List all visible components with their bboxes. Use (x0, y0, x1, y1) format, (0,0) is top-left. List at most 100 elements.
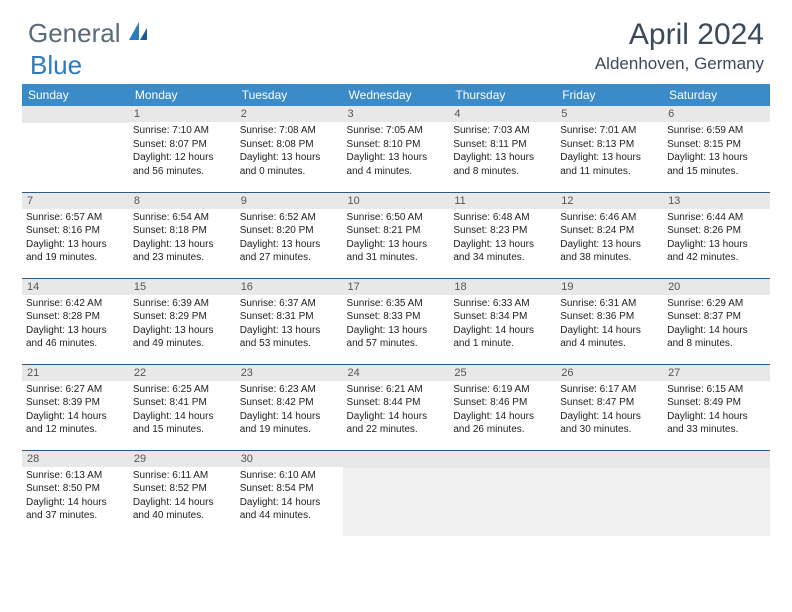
calendar-table: Sunday Monday Tuesday Wednesday Thursday… (22, 84, 770, 536)
weekday-header: Wednesday (343, 84, 450, 106)
day-details: Sunrise: 6:15 AMSunset: 8:49 PMDaylight:… (663, 381, 770, 439)
sunrise-text: Sunrise: 6:25 AM (133, 383, 232, 397)
daylight-text: Daylight: 14 hours and 1 minute. (453, 324, 552, 351)
sunrise-text: Sunrise: 6:21 AM (347, 383, 446, 397)
sunset-text: Sunset: 8:21 PM (347, 224, 446, 238)
day-number: 25 (449, 365, 556, 381)
sunrise-text: Sunrise: 6:17 AM (560, 383, 659, 397)
day-details: Sunrise: 7:10 AMSunset: 8:07 PMDaylight:… (129, 122, 236, 180)
calendar-day-cell: 19Sunrise: 6:31 AMSunset: 8:36 PMDayligh… (556, 278, 663, 364)
calendar-day-cell: 15Sunrise: 6:39 AMSunset: 8:29 PMDayligh… (129, 278, 236, 364)
calendar-day-cell: 1Sunrise: 7:10 AMSunset: 8:07 PMDaylight… (129, 106, 236, 192)
sunset-text: Sunset: 8:49 PM (667, 396, 766, 410)
calendar-week-row: 28Sunrise: 6:13 AMSunset: 8:50 PMDayligh… (22, 450, 770, 536)
daylight-text: Daylight: 14 hours and 4 minutes. (560, 324, 659, 351)
day-number: 3 (343, 106, 450, 122)
day-number (556, 451, 663, 468)
weekday-header-row: Sunday Monday Tuesday Wednesday Thursday… (22, 84, 770, 106)
calendar-day-cell: 11Sunrise: 6:48 AMSunset: 8:23 PMDayligh… (449, 192, 556, 278)
day-number: 19 (556, 279, 663, 295)
daylight-text: Daylight: 13 hours and 4 minutes. (347, 151, 446, 178)
sunset-text: Sunset: 8:26 PM (667, 224, 766, 238)
sunset-text: Sunset: 8:15 PM (667, 138, 766, 152)
calendar-day-cell: 13Sunrise: 6:44 AMSunset: 8:26 PMDayligh… (663, 192, 770, 278)
day-number (343, 451, 450, 468)
sunset-text: Sunset: 8:37 PM (667, 310, 766, 324)
day-details: Sunrise: 6:57 AMSunset: 8:16 PMDaylight:… (22, 209, 129, 267)
day-number: 23 (236, 365, 343, 381)
weekday-header: Saturday (663, 84, 770, 106)
day-details: Sunrise: 6:31 AMSunset: 8:36 PMDaylight:… (556, 295, 663, 353)
day-number (22, 106, 129, 123)
logo: General (28, 18, 151, 49)
calendar-day-cell: 20Sunrise: 6:29 AMSunset: 8:37 PMDayligh… (663, 278, 770, 364)
logo-sail-icon (127, 20, 149, 47)
sunset-text: Sunset: 8:50 PM (26, 482, 125, 496)
calendar-day-cell: 4Sunrise: 7:03 AMSunset: 8:11 PMDaylight… (449, 106, 556, 192)
daylight-text: Daylight: 14 hours and 26 minutes. (453, 410, 552, 437)
day-number: 8 (129, 193, 236, 209)
sunset-text: Sunset: 8:36 PM (560, 310, 659, 324)
day-details: Sunrise: 6:23 AMSunset: 8:42 PMDaylight:… (236, 381, 343, 439)
day-number: 11 (449, 193, 556, 209)
day-number: 21 (22, 365, 129, 381)
daylight-text: Daylight: 13 hours and 0 minutes. (240, 151, 339, 178)
day-details: Sunrise: 6:19 AMSunset: 8:46 PMDaylight:… (449, 381, 556, 439)
sunset-text: Sunset: 8:11 PM (453, 138, 552, 152)
sunset-text: Sunset: 8:31 PM (240, 310, 339, 324)
daylight-text: Daylight: 14 hours and 15 minutes. (133, 410, 232, 437)
day-details: Sunrise: 6:17 AMSunset: 8:47 PMDaylight:… (556, 381, 663, 439)
sunrise-text: Sunrise: 6:57 AM (26, 211, 125, 225)
day-details: Sunrise: 6:11 AMSunset: 8:52 PMDaylight:… (129, 467, 236, 525)
day-number: 2 (236, 106, 343, 122)
day-number: 22 (129, 365, 236, 381)
sunset-text: Sunset: 8:34 PM (453, 310, 552, 324)
day-number (663, 451, 770, 468)
sunrise-text: Sunrise: 7:08 AM (240, 124, 339, 138)
sunset-text: Sunset: 8:10 PM (347, 138, 446, 152)
daylight-text: Daylight: 14 hours and 8 minutes. (667, 324, 766, 351)
sunset-text: Sunset: 8:44 PM (347, 396, 446, 410)
weekday-header: Sunday (22, 84, 129, 106)
day-number: 13 (663, 193, 770, 209)
day-details: Sunrise: 7:05 AMSunset: 8:10 PMDaylight:… (343, 122, 450, 180)
calendar-week-row: 1Sunrise: 7:10 AMSunset: 8:07 PMDaylight… (22, 106, 770, 192)
calendar-day-cell: 23Sunrise: 6:23 AMSunset: 8:42 PMDayligh… (236, 364, 343, 450)
sunrise-text: Sunrise: 6:39 AM (133, 297, 232, 311)
day-details: Sunrise: 6:50 AMSunset: 8:21 PMDaylight:… (343, 209, 450, 267)
calendar-day-cell: 2 Sunrise: 7:08 AMSunset: 8:08 PMDaylight… (236, 106, 343, 192)
day-details: Sunrise: 6:29 AMSunset: 8:37 PMDaylight:… (663, 295, 770, 353)
day-details: Sunrise: 6:48 AMSunset: 8:23 PMDaylight:… (449, 209, 556, 267)
daylight-text: Daylight: 13 hours and 15 minutes. (667, 151, 766, 178)
sunset-text: Sunset: 8:16 PM (26, 224, 125, 238)
daylight-text: Daylight: 14 hours and 30 minutes. (560, 410, 659, 437)
day-details: Sunrise: 6:59 AMSunset: 8:15 PMDaylight:… (663, 122, 770, 180)
sunrise-text: Sunrise: 6:23 AM (240, 383, 339, 397)
day-details: Sunrise: 6:10 AMSunset: 8:54 PMDaylight:… (236, 467, 343, 525)
sunset-text: Sunset: 8:33 PM (347, 310, 446, 324)
day-number: 5 (556, 106, 663, 122)
sunset-text: Sunset: 8:08 PM (240, 138, 339, 152)
daylight-text: Daylight: 13 hours and 57 minutes. (347, 324, 446, 351)
sunrise-text: Sunrise: 6:59 AM (667, 124, 766, 138)
sunrise-text: Sunrise: 6:48 AM (453, 211, 552, 225)
sunrise-text: Sunrise: 6:50 AM (347, 211, 446, 225)
day-number: 18 (449, 279, 556, 295)
sunset-text: Sunset: 8:24 PM (560, 224, 659, 238)
day-details: Sunrise: 6:13 AMSunset: 8:50 PMDaylight:… (22, 467, 129, 525)
calendar-day-cell (343, 450, 450, 536)
sunset-text: Sunset: 8:47 PM (560, 396, 659, 410)
day-number: 9 (236, 193, 343, 209)
calendar-day-cell: 22Sunrise: 6:25 AMSunset: 8:41 PMDayligh… (129, 364, 236, 450)
sunset-text: Sunset: 8:20 PM (240, 224, 339, 238)
sunrise-text: Sunrise: 7:10 AM (133, 124, 232, 138)
calendar-day-cell: 6Sunrise: 6:59 AMSunset: 8:15 PMDaylight… (663, 106, 770, 192)
day-number: 26 (556, 365, 663, 381)
daylight-text: Daylight: 13 hours and 19 minutes. (26, 238, 125, 265)
sunrise-text: Sunrise: 6:13 AM (26, 469, 125, 483)
day-number: 27 (663, 365, 770, 381)
day-details: Sunrise: 6:46 AMSunset: 8:24 PMDaylight:… (556, 209, 663, 267)
sunrise-text: Sunrise: 6:31 AM (560, 297, 659, 311)
calendar-week-row: 21Sunrise: 6:27 AMSunset: 8:39 PMDayligh… (22, 364, 770, 450)
day-details: Sunrise: 6:21 AMSunset: 8:44 PMDaylight:… (343, 381, 450, 439)
